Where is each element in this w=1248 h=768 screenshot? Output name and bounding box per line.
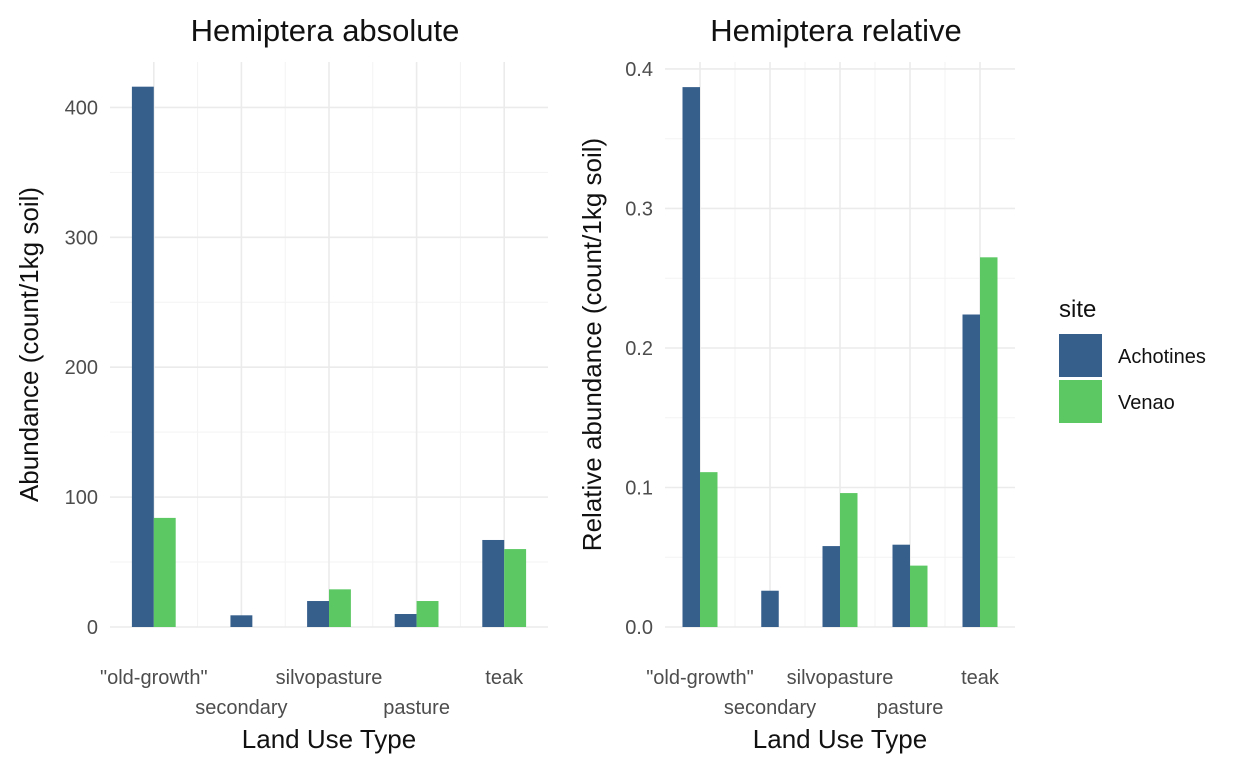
y-tick-label: 0.1	[625, 477, 653, 499]
x-tick-label: secondary	[195, 697, 287, 719]
x-tick-label: pasture	[877, 697, 944, 719]
y-tick-label: 0	[87, 617, 98, 639]
y-tick-label: 300	[65, 227, 98, 249]
bar-achotines	[822, 546, 840, 627]
bar-venao	[504, 549, 527, 627]
y-axis-label: Relative abundance (count/1kg soil)	[577, 138, 607, 551]
x-tick-label: pasture	[383, 697, 450, 719]
legend-title: site	[1059, 296, 1096, 323]
bar-achotines	[482, 539, 505, 627]
legend-label: Achotines	[1118, 346, 1206, 368]
legend: site Achotines Venao	[1059, 296, 1206, 423]
bar-achotines	[230, 615, 253, 627]
bar-venao	[980, 257, 998, 627]
bar-venao	[153, 517, 176, 627]
y-tick-label: 400	[65, 97, 98, 119]
bar-achotines	[892, 544, 910, 627]
bar-venao	[416, 601, 439, 627]
legend-swatch	[1059, 334, 1102, 377]
x-tick-label: "old-growth"	[646, 667, 754, 689]
x-tick-label: secondary	[724, 697, 816, 719]
x-tick-label: teak	[485, 667, 524, 689]
x-tick-label: "old-growth"	[100, 667, 208, 689]
x-axis-label: Land Use Type	[753, 724, 927, 754]
y-tick-label: 200	[65, 357, 98, 379]
legend-label: Venao	[1118, 392, 1175, 414]
bar-achotines	[307, 601, 329, 627]
relative-chart-panel: 0.0 0.1 0.2 0.3 0.4 "old-growth" secondary silv…	[577, 13, 1015, 754]
bar-achotines	[962, 314, 980, 627]
y-tick-label: 0.3	[625, 198, 653, 220]
bar-venao	[910, 565, 928, 627]
chart-title: Hemiptera relative	[710, 13, 962, 48]
bar-achotines	[131, 86, 154, 627]
y-axis-label: Abundance (count/1kg soil)	[14, 187, 44, 502]
y-tick-label: 0.2	[625, 338, 653, 360]
y-tick-label: 100	[65, 487, 98, 509]
bar-achotines	[394, 614, 417, 627]
legend-swatch	[1059, 380, 1102, 423]
bar-achotines	[682, 87, 700, 628]
x-tick-label: teak	[961, 667, 1000, 689]
y-tick-label: 0.4	[625, 59, 653, 81]
bar-venao	[840, 493, 858, 627]
y-tick-label: 0.0	[625, 617, 653, 639]
absolute-chart-panel: 0 100 200 300 400 "old-growth" secondary silvop…	[14, 13, 548, 754]
bar-venao	[700, 472, 718, 627]
x-tick-label: silvopasture	[787, 667, 894, 689]
x-tick-label: silvopasture	[276, 667, 383, 689]
bar-achotines	[761, 590, 779, 627]
chart-title: Hemiptera absolute	[191, 13, 460, 48]
bar-venao	[329, 589, 351, 627]
x-axis-label: Land Use Type	[242, 724, 416, 754]
